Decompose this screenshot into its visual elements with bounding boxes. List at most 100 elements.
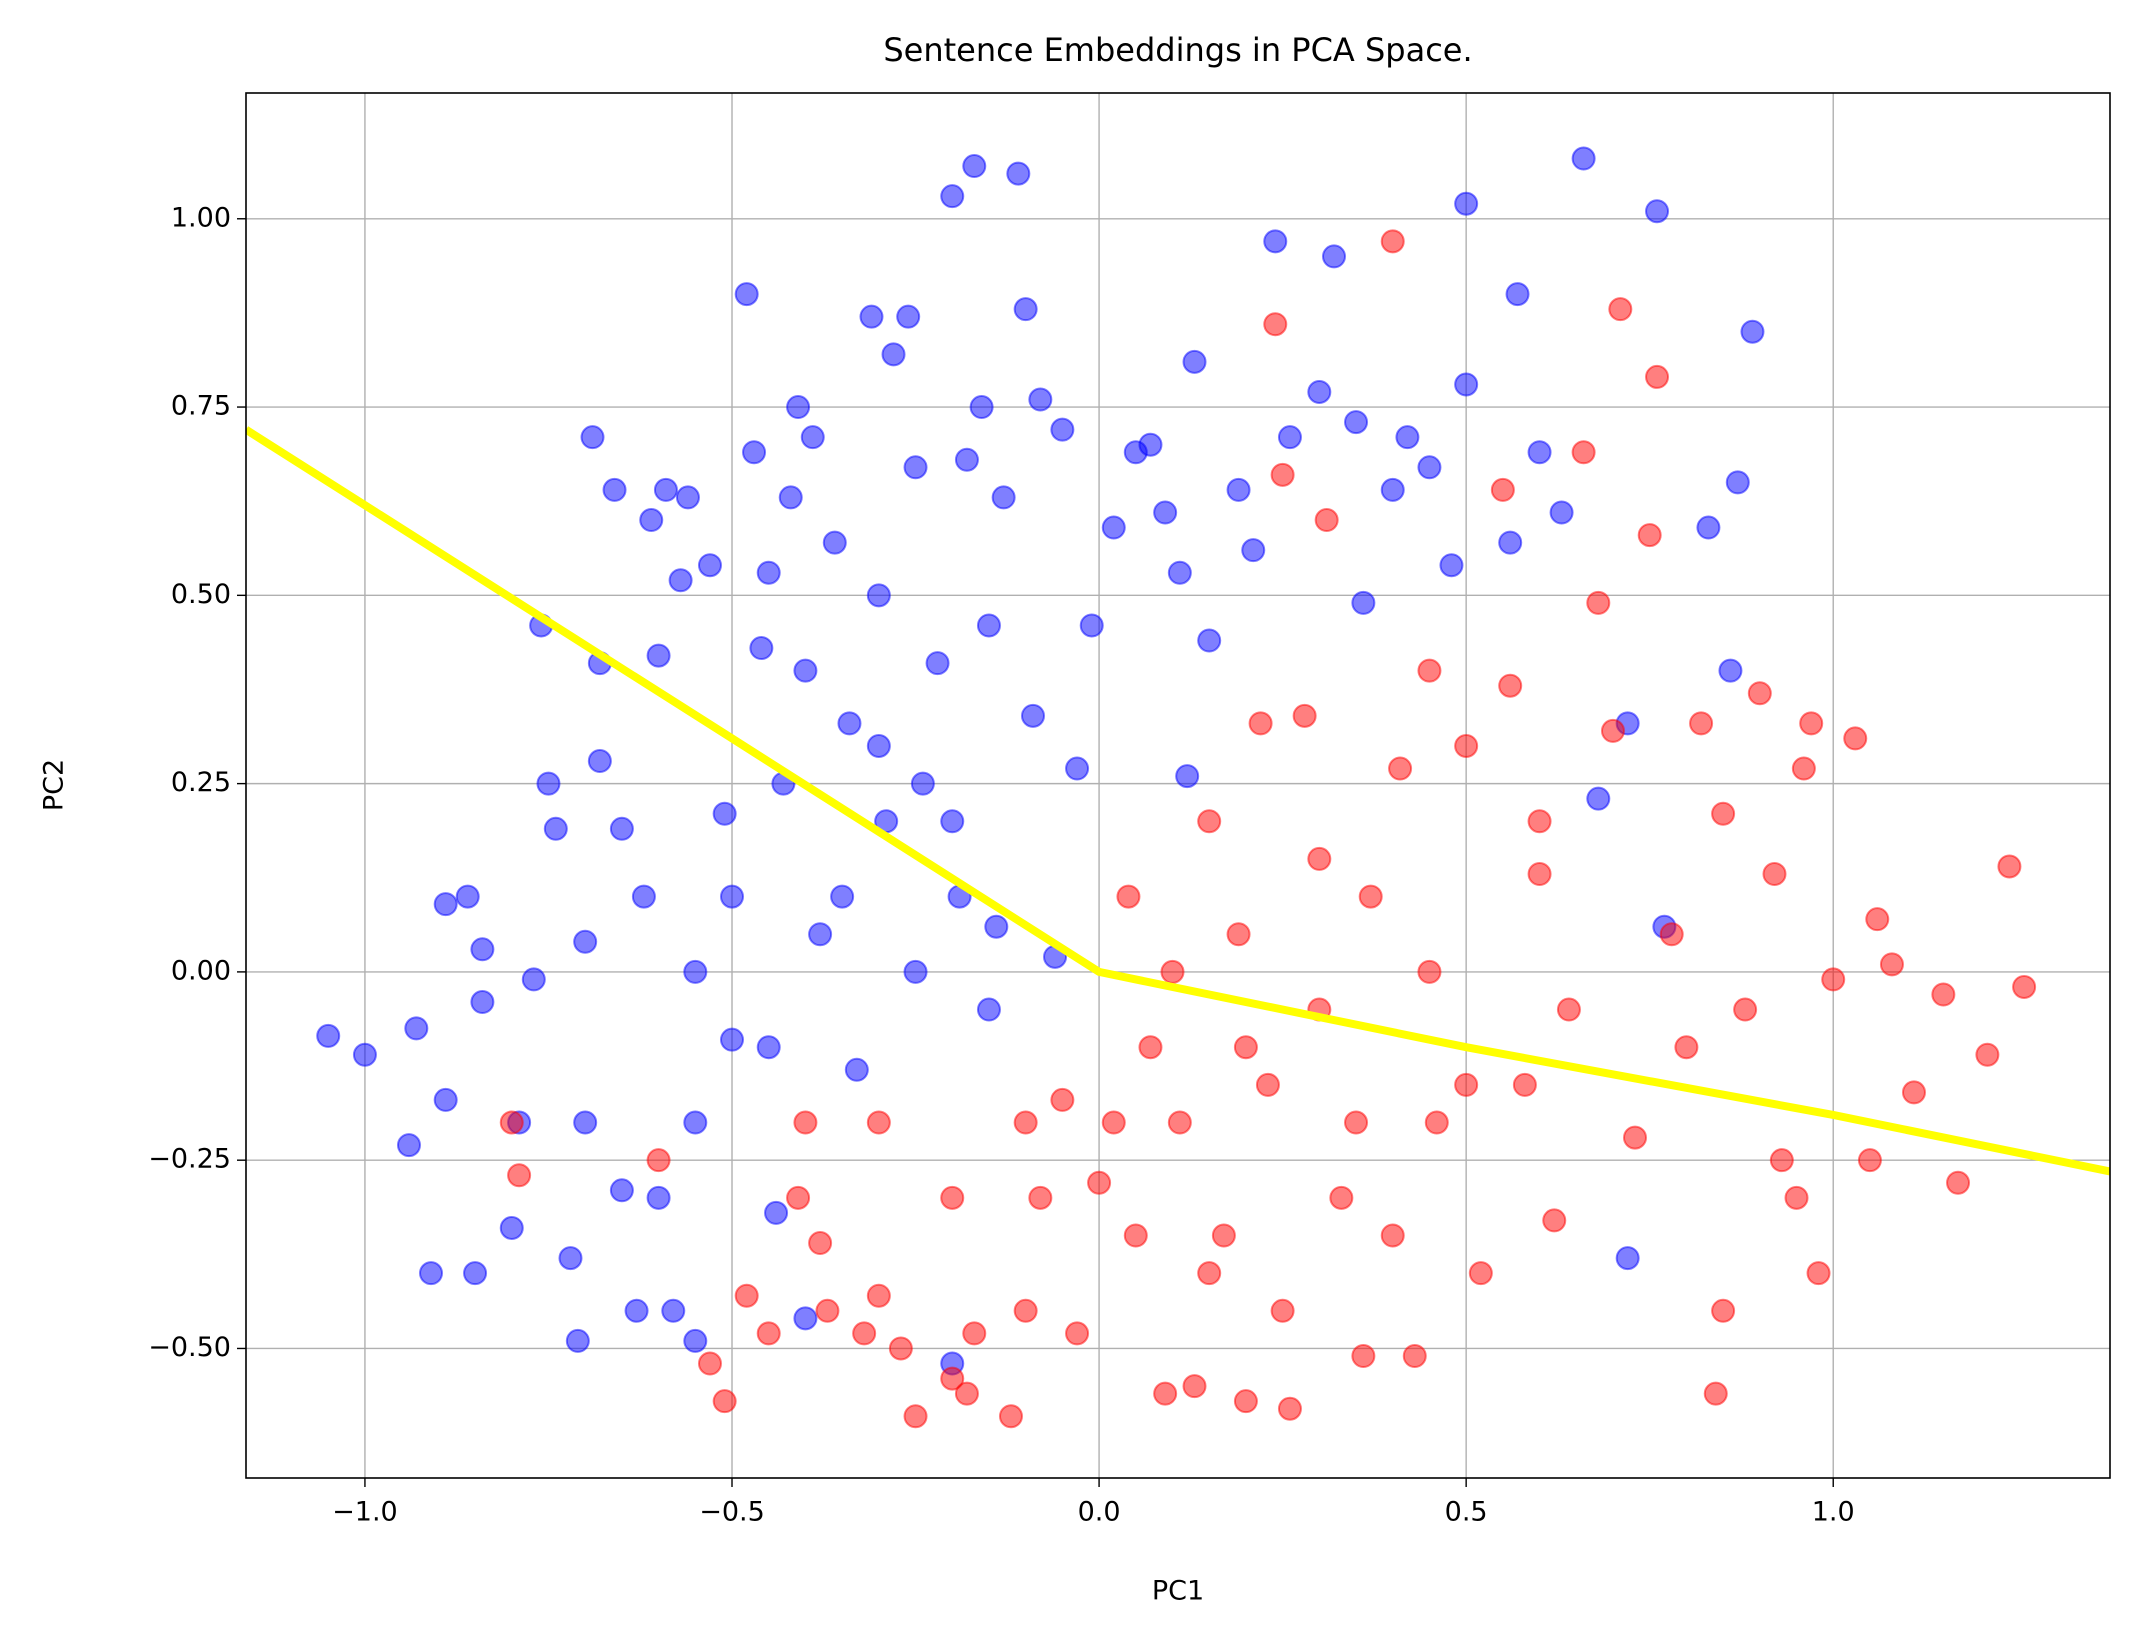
point [1498, 673, 1523, 698]
point [1689, 711, 1714, 736]
point [793, 1306, 818, 1331]
point [675, 485, 700, 510]
point [1233, 1035, 1258, 1060]
point [1175, 764, 1200, 789]
point [1975, 1042, 2000, 1067]
point [352, 1042, 377, 1067]
point [609, 1178, 634, 1203]
point [778, 485, 803, 510]
chart-title: Sentence Embeddings in PCA Space. [883, 31, 1472, 69]
point [1226, 477, 1251, 502]
point [1799, 711, 1824, 736]
point [433, 892, 458, 917]
point [1417, 455, 1442, 480]
point [1645, 364, 1670, 389]
point [624, 1298, 649, 1323]
point [1028, 1185, 1053, 1210]
point [1101, 1110, 1126, 1135]
point [1417, 959, 1442, 984]
point [1571, 440, 1596, 465]
point [1498, 530, 1523, 555]
point [316, 1023, 341, 1048]
point [507, 1163, 532, 1188]
point [786, 1185, 811, 1210]
point [954, 1381, 979, 1406]
y-tick-label: 0.75 [171, 391, 231, 422]
point [712, 1389, 737, 1414]
point [1762, 861, 1787, 886]
point [1740, 319, 1765, 344]
point [1197, 628, 1222, 653]
point [1255, 1072, 1280, 1097]
point [1402, 1343, 1427, 1368]
point [543, 816, 568, 841]
point [991, 485, 1016, 510]
point [1138, 1035, 1163, 1060]
point [1857, 1148, 1882, 1173]
point [587, 749, 612, 774]
point [1388, 756, 1413, 781]
point [1358, 884, 1383, 909]
y-tick-label: 1.00 [171, 202, 231, 233]
point [470, 937, 495, 962]
point [1344, 1110, 1369, 1135]
point [1344, 410, 1369, 435]
point [1865, 907, 1890, 932]
point [1718, 658, 1743, 683]
point [1197, 1261, 1222, 1286]
point [749, 636, 774, 661]
y-tick-label: 0.50 [171, 579, 231, 610]
point [976, 997, 1001, 1022]
point [396, 1133, 421, 1158]
point [984, 914, 1009, 939]
point [2012, 974, 2037, 999]
point [976, 613, 1001, 638]
point [1608, 297, 1633, 322]
point [1512, 1072, 1537, 1097]
point [1769, 1148, 1794, 1173]
point [1395, 425, 1420, 450]
point [1806, 1261, 1831, 1286]
point [1065, 756, 1090, 781]
point [720, 884, 745, 909]
point [1277, 425, 1302, 450]
point [962, 154, 987, 179]
point [734, 282, 759, 307]
point [1439, 553, 1464, 578]
point [1233, 1389, 1258, 1414]
point [419, 1261, 444, 1286]
point [1454, 1072, 1479, 1097]
point [1527, 809, 1552, 834]
point [1167, 560, 1192, 585]
point [954, 447, 979, 472]
point [859, 304, 884, 329]
point [756, 1035, 781, 1060]
point [499, 1215, 524, 1240]
point [1615, 1246, 1640, 1271]
point [837, 711, 862, 736]
point [639, 508, 664, 533]
point [1733, 997, 1758, 1022]
plot-frame [245, 92, 2111, 1479]
point [896, 304, 921, 329]
point [1931, 982, 1956, 1007]
point [1351, 590, 1376, 615]
point [1087, 1170, 1112, 1195]
point [697, 1351, 722, 1376]
point [764, 1200, 789, 1225]
point [1527, 440, 1552, 465]
point [866, 733, 891, 758]
point [565, 1328, 590, 1353]
point [822, 530, 847, 555]
point [1028, 387, 1053, 412]
point [903, 455, 928, 480]
point [808, 1231, 833, 1256]
point [1725, 470, 1750, 495]
point [815, 1298, 840, 1323]
point [793, 1110, 818, 1135]
y-tick-label: −0.50 [148, 1332, 231, 1363]
point [1307, 379, 1332, 404]
point [1277, 1396, 1302, 1421]
point [1138, 432, 1163, 457]
